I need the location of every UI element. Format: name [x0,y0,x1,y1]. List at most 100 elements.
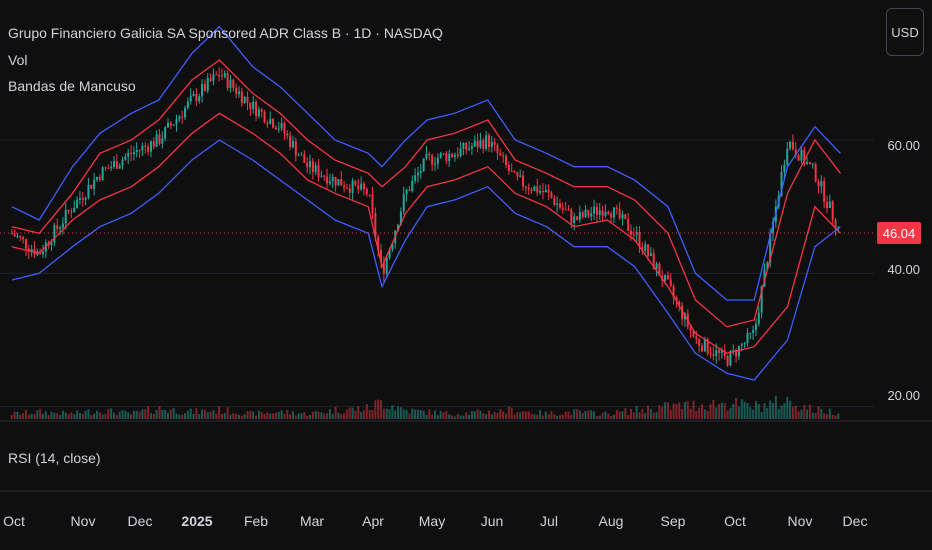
volume-bar [541,415,544,419]
volume-bar [286,410,289,419]
volume-bar [516,412,519,419]
candle-body [67,209,70,212]
volume-bar [490,414,493,419]
candle-body [337,179,340,186]
candle-body [419,171,422,173]
candle-body [405,189,408,195]
volume-bar [672,403,675,419]
volume-bar [59,415,62,419]
last-price-badge: 46.04 [877,222,921,244]
volume-bar [774,395,777,419]
candle-body [621,214,624,219]
volume-legend[interactable]: Vol [8,52,28,68]
volume-bar [612,414,615,419]
candle-body [601,210,604,216]
candle-body [624,214,627,220]
candle-body [644,244,647,251]
volume-bar [93,413,96,419]
candle-body [479,140,482,148]
candle-body [612,207,615,218]
volume-bar [581,412,584,419]
volume-bar [800,409,803,419]
candle-body [558,203,561,208]
volume-bar [433,410,436,419]
candle-body [320,175,323,177]
volume-bar [808,404,811,419]
candle-body [743,342,746,345]
candle-body [365,189,368,195]
candle-body [195,94,198,102]
candle-body [294,141,297,156]
candle-body [240,91,243,104]
volume-bar [629,409,632,419]
candle-body [604,211,607,216]
candle-body [706,339,709,354]
volume-bar [283,413,286,419]
volume-bar [328,409,331,419]
volume-bar [203,409,206,419]
volume-bar [715,407,718,419]
candle-body [297,155,300,157]
volume-bar [635,405,638,419]
candle-body [445,153,448,161]
volume-bar [451,415,454,419]
candle-body [272,119,275,128]
candle-body [243,96,246,104]
candle-body [147,146,150,152]
volume-bar [777,409,780,419]
candle-body [181,116,184,118]
candle-body [570,209,573,223]
currency-button[interactable]: USD [886,8,924,56]
volume-bar [752,409,755,419]
candle-body [291,141,294,148]
candle-body [828,201,831,208]
candle-body [76,199,79,208]
volume-bar [351,407,354,419]
volume-bar [558,415,561,419]
candle-body [149,141,152,152]
candle-body [669,279,672,286]
bands-legend[interactable]: Bandas de Mancuso [8,78,136,94]
volume-bar [212,410,215,419]
volume-bar [149,412,152,419]
candle-body [453,154,456,157]
candle-body [544,189,547,193]
candle-body [326,176,329,184]
candle-body [118,165,121,169]
volume-bar [300,413,303,419]
candle-body [411,180,414,191]
candle-body [493,141,496,145]
candle-body [382,262,385,274]
volume-bar [556,415,559,419]
volume-bar [115,415,118,419]
candle-body [257,109,260,117]
volume-bar [814,413,817,419]
volume-bar [380,400,383,419]
volume-bar [164,409,167,419]
candle-body [737,345,740,357]
candle-body [235,87,238,94]
volume-bar [374,400,377,419]
x-tick-label: Sep [660,513,686,529]
volume-bar [47,415,50,419]
candle-body [629,230,632,235]
candle-body [229,79,232,89]
volume-bar [709,403,712,419]
volume-bar [110,408,113,419]
y-tick-label: 60.00 [887,138,920,153]
candle-body [61,223,64,228]
candle-body [232,79,235,88]
candle-body [678,301,681,306]
volume-bar [544,411,547,419]
volume-bar [16,411,19,419]
candle-body [130,152,133,155]
volume-bar [442,412,445,419]
volume-bar [669,409,672,419]
bands [11,25,841,381]
rsi-legend[interactable]: RSI (14, close) [8,450,101,466]
volume-bar [595,415,598,419]
volume-bar [360,412,363,419]
x-tick-label: Jun [480,513,504,529]
volume-bar [399,407,402,419]
